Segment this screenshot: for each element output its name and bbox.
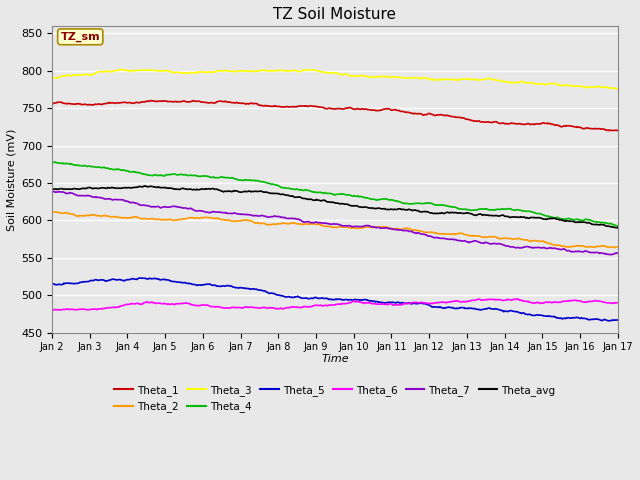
Theta_5 (175, 279, 182, 285)
Theta_6 (514, 296, 522, 302)
Legend: Theta_1, Theta_2, Theta_3, Theta_4, Theta_5, Theta_6, Theta_7, Theta_avg: Theta_1, Theta_2, Theta_3, Theta_4, Thet… (110, 381, 560, 416)
Theta_7 (404, 228, 412, 234)
Theta_5 (136, 275, 144, 281)
Theta_5 (205, 281, 212, 287)
Theta_3 (421, 75, 429, 81)
Theta_7 (614, 250, 621, 256)
Theta_avg (205, 186, 212, 192)
Theta_1 (205, 100, 212, 106)
Theta_7 (175, 204, 182, 210)
Theta_6 (404, 300, 412, 306)
Theta_1 (614, 128, 621, 133)
Theta_6 (49, 308, 56, 313)
Theta_2 (116, 215, 124, 220)
Theta_2 (404, 226, 412, 231)
Line: Theta_7: Theta_7 (52, 192, 618, 255)
Theta_6 (48, 307, 56, 313)
Theta_avg (404, 206, 412, 212)
Theta_2 (614, 244, 621, 250)
Theta_1 (421, 112, 429, 118)
Title: TZ Soil Moisture: TZ Soil Moisture (273, 7, 396, 22)
Theta_2 (58, 211, 66, 216)
Line: Theta_1: Theta_1 (52, 100, 618, 131)
Theta_1 (147, 97, 154, 103)
Theta_5 (421, 301, 429, 307)
Theta_4 (205, 174, 212, 180)
Theta_1 (175, 99, 182, 105)
Theta_1 (404, 109, 412, 115)
Theta_1 (605, 128, 613, 133)
Theta_4 (614, 223, 621, 229)
Theta_6 (421, 300, 429, 306)
Theta_5 (614, 317, 621, 323)
Theta_6 (117, 303, 125, 309)
Theta_1 (48, 101, 56, 107)
Theta_3 (205, 70, 212, 75)
Theta_7 (607, 252, 614, 258)
Theta_avg (175, 187, 182, 192)
X-axis label: Time: Time (321, 354, 349, 364)
Theta_4 (421, 200, 429, 206)
Theta_avg (614, 225, 621, 230)
Line: Theta_4: Theta_4 (52, 162, 618, 226)
Theta_1 (58, 100, 66, 106)
Theta_7 (421, 232, 429, 238)
Theta_5 (116, 277, 124, 283)
Theta_avg (140, 183, 148, 189)
Theta_2 (204, 215, 212, 220)
Theta_4 (175, 172, 182, 178)
Theta_avg (613, 225, 621, 231)
Theta_3 (117, 67, 125, 72)
Line: Theta_2: Theta_2 (52, 211, 618, 248)
Theta_3 (48, 75, 56, 81)
Theta_2 (174, 216, 182, 222)
Theta_avg (48, 186, 56, 192)
Theta_7 (117, 197, 125, 203)
Theta_6 (614, 300, 621, 306)
Line: Theta_5: Theta_5 (52, 278, 618, 321)
Theta_7 (59, 189, 67, 195)
Theta_7 (50, 189, 58, 194)
Line: Theta_3: Theta_3 (52, 69, 618, 89)
Theta_4 (51, 159, 59, 165)
Theta_3 (614, 85, 621, 91)
Theta_7 (205, 210, 212, 216)
Theta_5 (404, 300, 412, 306)
Theta_5 (604, 318, 612, 324)
Theta_avg (116, 185, 124, 191)
Text: TZ_sm: TZ_sm (60, 32, 100, 42)
Theta_avg (58, 186, 66, 192)
Theta_6 (59, 307, 67, 312)
Theta_avg (421, 208, 429, 214)
Line: Theta_avg: Theta_avg (52, 186, 618, 228)
Y-axis label: Soil Moisture (mV): Soil Moisture (mV) (7, 128, 17, 230)
Theta_3 (58, 73, 66, 79)
Theta_3 (116, 66, 124, 72)
Theta_2 (48, 208, 56, 214)
Theta_1 (116, 100, 124, 106)
Theta_6 (205, 302, 212, 308)
Theta_4 (48, 160, 56, 166)
Theta_4 (59, 161, 67, 167)
Theta_3 (612, 86, 620, 92)
Theta_3 (404, 75, 412, 81)
Theta_2 (420, 229, 428, 235)
Theta_4 (404, 201, 412, 207)
Theta_7 (48, 189, 56, 194)
Theta_4 (117, 168, 125, 173)
Theta_2 (612, 245, 620, 251)
Theta_5 (58, 282, 66, 288)
Line: Theta_6: Theta_6 (52, 299, 618, 311)
Theta_6 (175, 301, 182, 307)
Theta_5 (48, 280, 56, 286)
Theta_3 (175, 69, 182, 75)
